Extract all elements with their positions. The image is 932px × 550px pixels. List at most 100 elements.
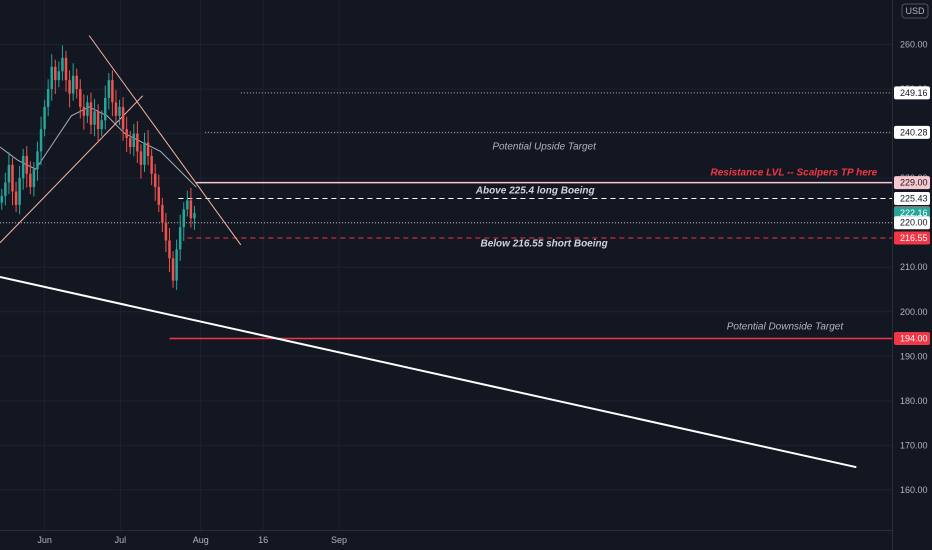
candle-body	[0, 195, 4, 203]
candle-body	[86, 102, 89, 116]
currency-badge[interactable]: USD	[901, 3, 929, 19]
price-tag	[894, 192, 930, 206]
candle-body	[82, 106, 86, 116]
price-tag	[894, 231, 930, 245]
price-tag	[894, 86, 930, 100]
candle-body	[96, 111, 100, 130]
candle-body	[157, 187, 161, 205]
price-tag-label: 220.00	[900, 218, 928, 228]
candle-body	[68, 80, 71, 94]
time-tick-label: Sep	[331, 535, 347, 545]
annotation-label: Potential Upside Target	[492, 142, 597, 153]
price-tag	[894, 176, 930, 190]
candle-body	[79, 89, 82, 107]
candles	[0, 45, 196, 290]
price-tick-label: 210.00	[900, 262, 928, 272]
annotation-label: Above 225.4 long Boeing	[475, 186, 595, 197]
candle-body	[139, 151, 143, 165]
price-tag-label: 240.28	[900, 127, 928, 137]
candle-body	[161, 204, 164, 223]
candle-body	[150, 155, 153, 174]
candle-body	[136, 133, 139, 152]
candle-body	[107, 80, 111, 98]
candle-body	[21, 155, 25, 179]
candle-body	[153, 173, 157, 188]
candle-body	[11, 164, 14, 192]
price-tag	[894, 125, 930, 139]
price-tag	[894, 331, 930, 345]
candle-body	[189, 200, 193, 219]
price-tags: 249.16240.28229.00225.43222.30222.16220.…	[894, 86, 930, 345]
candle-body	[100, 120, 103, 130]
price-tick-label: 200.00	[900, 307, 928, 317]
candle-body	[128, 138, 132, 147]
time-tick-label: Aug	[193, 535, 209, 545]
price-tick-label: 180.00	[900, 396, 928, 406]
candle-body	[36, 151, 39, 170]
candle-body	[121, 106, 125, 130]
candle-body	[25, 155, 29, 174]
candle-body	[54, 66, 57, 81]
candle-body	[93, 111, 96, 125]
candle-body	[29, 173, 32, 188]
price-tag-label: 222.16	[900, 208, 928, 218]
annotations: Potential Upside Target Resistance LVL --…	[475, 142, 878, 333]
candle-body	[178, 227, 182, 250]
candle-body	[18, 178, 21, 205]
candle-body	[43, 106, 46, 130]
price-tag-label: 194.00	[900, 333, 928, 343]
time-axis: Jun Jul Aug 16 Sep	[0, 530, 892, 545]
time-tick-label: Jun	[37, 535, 52, 545]
candle-body	[125, 129, 128, 139]
price-axis-panel	[892, 0, 932, 550]
time-tick-label: 16	[258, 535, 268, 545]
annotation-label: Resistance LVL -- Scalpers TP here	[711, 167, 878, 178]
candle-body	[32, 169, 36, 188]
candle-body	[75, 75, 78, 90]
candle-body	[111, 80, 114, 103]
candle-body	[118, 106, 121, 116]
price-tick-label: 160.00	[900, 485, 928, 495]
trend-line	[0, 276, 857, 469]
currency-label: USD	[905, 6, 925, 16]
candle-body	[46, 89, 50, 107]
candle-body	[71, 75, 75, 94]
currency-badge-frame	[901, 3, 929, 19]
candle-body	[132, 133, 136, 147]
candle-body	[114, 102, 118, 116]
candle-body	[186, 200, 189, 210]
time-tick-label: Jul	[115, 535, 127, 545]
candle-body	[146, 142, 150, 156]
candle-body	[7, 164, 11, 183]
trend-lines	[0, 35, 857, 469]
candle-body	[193, 213, 196, 219]
annotation-label: Below 216.55 short Boeing	[480, 239, 607, 250]
price-tag-label: 216.55	[900, 233, 928, 243]
price-tick-label: 260.00	[900, 40, 928, 50]
candle-body	[104, 97, 107, 121]
price-tag-label: 229.00	[900, 178, 928, 188]
price-tick-label: 190.00	[900, 351, 928, 361]
trend-line	[0, 95, 144, 244]
candle-body	[50, 66, 53, 90]
candle-body	[164, 222, 168, 241]
price-tag	[894, 216, 930, 230]
candle-body	[57, 71, 61, 81]
trend-line	[88, 35, 242, 246]
chart-grid	[0, 0, 892, 530]
candle-body	[171, 258, 175, 281]
candle-body	[89, 102, 93, 125]
candle-body	[64, 57, 68, 81]
candle-body	[143, 142, 146, 165]
candle-body	[39, 129, 43, 152]
candle-body	[4, 182, 7, 196]
candle-body	[182, 209, 186, 228]
price-tick-label: 170.00	[900, 440, 928, 450]
candle-body	[61, 57, 64, 72]
candle-body	[168, 240, 171, 259]
price-axis: 260.00250.00240.00230.00220.00210.00200.…	[892, 0, 932, 550]
price-tag-label: 249.16	[900, 88, 928, 98]
candle-body	[14, 191, 18, 205]
annotation-label: Potential Downside Target	[727, 322, 845, 333]
